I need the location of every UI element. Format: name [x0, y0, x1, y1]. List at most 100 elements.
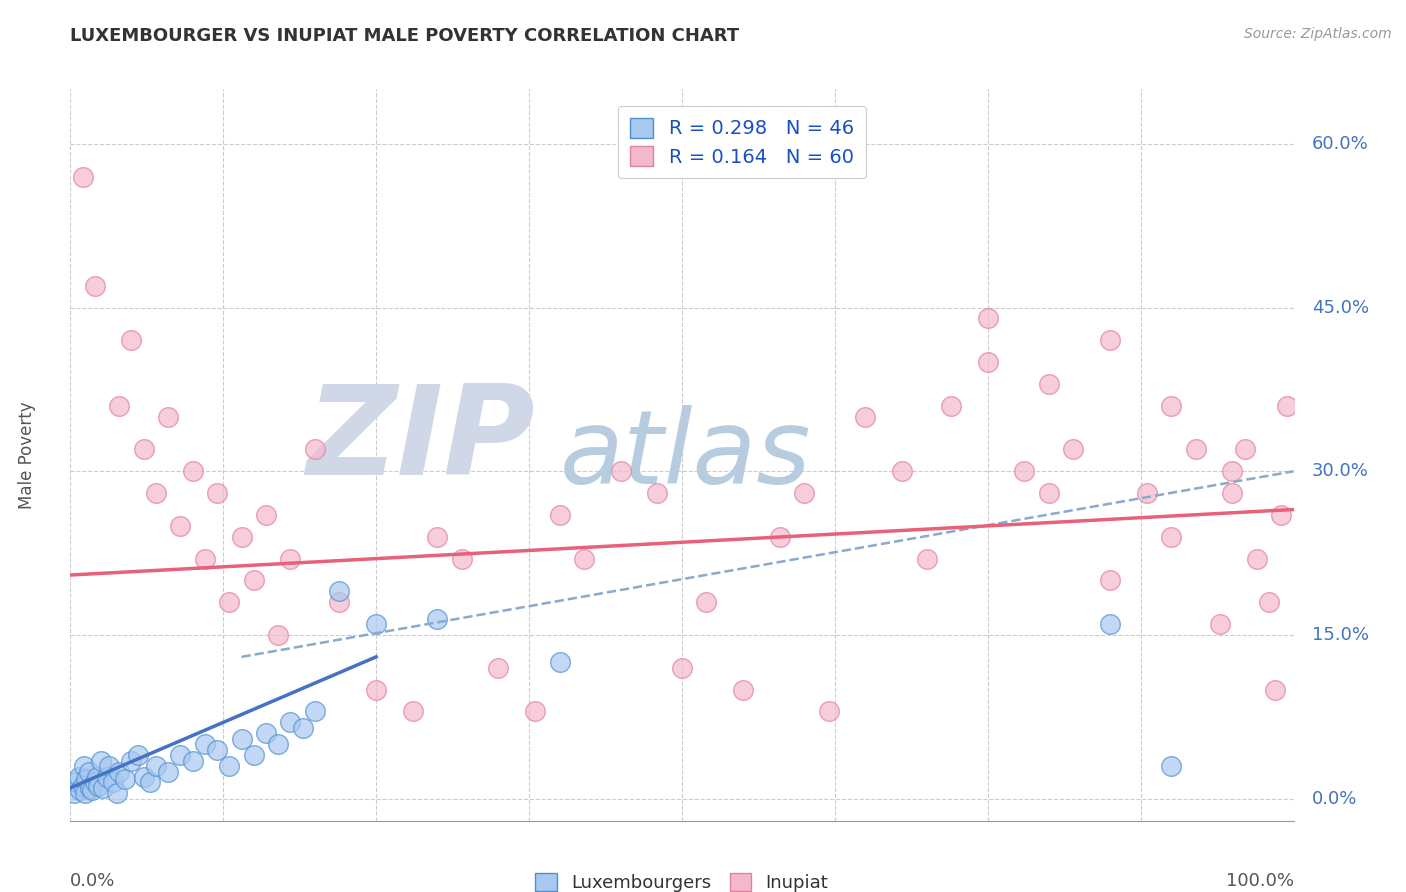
Point	[939, 399, 962, 413]
Point	[280, 551, 302, 566]
Point	[267, 737, 290, 751]
Point	[139, 775, 162, 789]
Text: Source: ZipAtlas.com: Source: ZipAtlas.com	[1244, 27, 1392, 41]
Point	[793, 486, 815, 500]
Point	[65, 775, 87, 789]
Point	[366, 617, 388, 632]
Point	[1062, 442, 1084, 457]
Point	[75, 772, 97, 786]
Point	[105, 786, 128, 800]
Point	[280, 715, 302, 730]
Point	[891, 464, 914, 478]
Point	[205, 486, 228, 500]
Point	[1160, 530, 1182, 544]
Point	[647, 486, 669, 500]
Point	[817, 705, 839, 719]
Point	[254, 726, 277, 740]
Point	[101, 775, 124, 789]
Point	[548, 508, 571, 522]
Text: 0.0%: 0.0%	[1312, 789, 1357, 808]
Point	[366, 682, 388, 697]
Point	[769, 530, 792, 544]
Point	[267, 628, 290, 642]
Point	[98, 759, 121, 773]
Point	[194, 737, 217, 751]
Point	[1136, 486, 1159, 500]
Point	[218, 595, 240, 609]
Point	[231, 731, 253, 746]
Point	[1038, 486, 1060, 500]
Text: atlas: atlas	[560, 405, 811, 505]
Point	[108, 764, 131, 779]
Point	[121, 754, 143, 768]
Point	[157, 764, 180, 779]
Point	[73, 786, 96, 800]
Point	[82, 783, 104, 797]
Point	[72, 779, 94, 793]
Point	[610, 464, 633, 478]
Point	[169, 519, 191, 533]
Point	[304, 442, 326, 457]
Point	[1209, 617, 1232, 632]
Text: 0.0%: 0.0%	[70, 871, 115, 890]
Point	[1220, 486, 1243, 500]
Point	[205, 742, 228, 756]
Point	[114, 772, 136, 786]
Point	[79, 780, 101, 795]
Point	[72, 169, 94, 184]
Point	[87, 779, 110, 793]
Point	[855, 409, 877, 424]
Point	[1099, 574, 1122, 588]
Legend: Luxembourgers, Inupiat: Luxembourgers, Inupiat	[529, 865, 835, 892]
Text: 100.0%: 100.0%	[1226, 871, 1294, 890]
Point	[488, 661, 510, 675]
Text: 45.0%: 45.0%	[1312, 299, 1369, 317]
Point	[83, 775, 105, 789]
Point	[291, 721, 314, 735]
Text: Male Poverty: Male Poverty	[18, 401, 37, 508]
Point	[108, 399, 131, 413]
Point	[127, 748, 149, 763]
Point	[1220, 464, 1243, 478]
Point	[169, 748, 191, 763]
Point	[671, 661, 693, 675]
Point	[1270, 508, 1292, 522]
Point	[976, 355, 998, 369]
Point	[426, 612, 449, 626]
Point	[915, 551, 938, 566]
Point	[132, 770, 155, 784]
Point	[63, 786, 86, 800]
Point	[426, 530, 449, 544]
Text: 15.0%: 15.0%	[1312, 626, 1369, 644]
Point	[1277, 399, 1299, 413]
Point	[194, 551, 217, 566]
Point	[218, 759, 240, 773]
Point	[976, 311, 998, 326]
Point	[1160, 399, 1182, 413]
Point	[96, 770, 118, 784]
Point	[132, 442, 155, 457]
Point	[145, 759, 167, 773]
Point	[69, 783, 91, 797]
Point	[1184, 442, 1206, 457]
Point	[157, 409, 180, 424]
Point	[450, 551, 472, 566]
Point	[304, 705, 326, 719]
Point	[1258, 595, 1281, 609]
Point	[328, 595, 350, 609]
Point	[121, 333, 143, 347]
Point	[548, 656, 571, 670]
Point	[1246, 551, 1268, 566]
Point	[572, 551, 595, 566]
Point	[695, 595, 717, 609]
Point	[1099, 617, 1122, 632]
Text: 60.0%: 60.0%	[1312, 135, 1368, 153]
Point	[181, 754, 204, 768]
Point	[733, 682, 755, 697]
Text: 30.0%: 30.0%	[1312, 462, 1369, 480]
Point	[402, 705, 425, 719]
Point	[90, 754, 112, 768]
Point	[86, 770, 108, 784]
Point	[67, 770, 90, 784]
Point	[181, 464, 204, 478]
